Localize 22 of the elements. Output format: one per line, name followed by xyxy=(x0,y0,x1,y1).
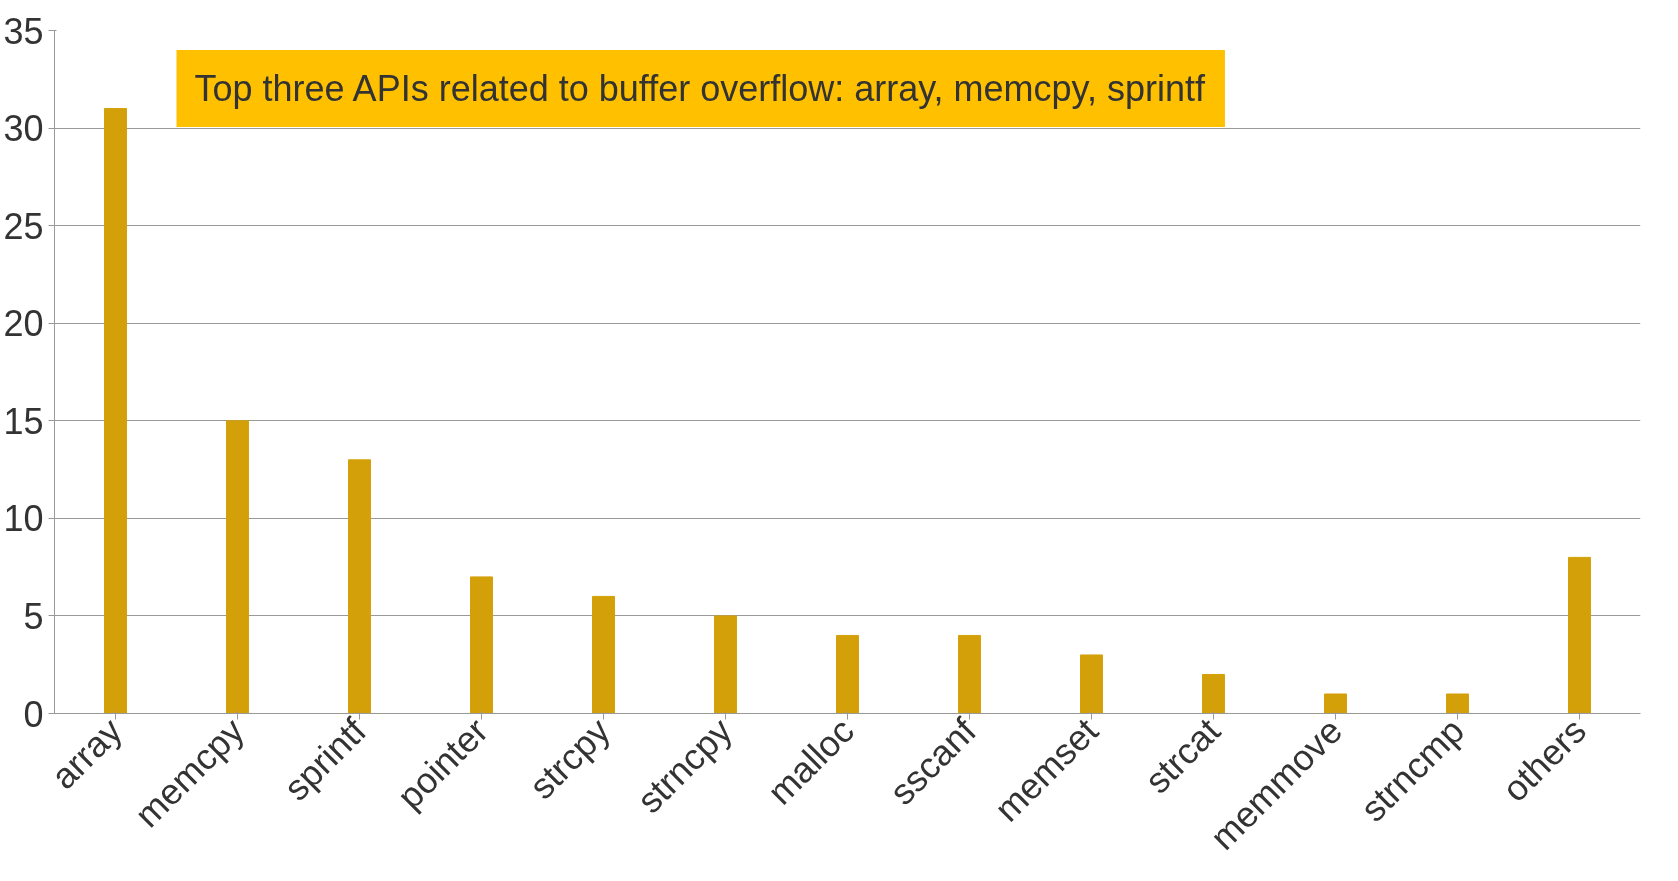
y-tick-label: 0 xyxy=(23,693,44,735)
bar xyxy=(348,459,371,714)
y-tick-label: 10 xyxy=(3,498,44,540)
bar xyxy=(226,420,249,714)
bar xyxy=(592,595,615,714)
bar xyxy=(1080,654,1103,714)
bar xyxy=(1446,693,1469,714)
y-tick-label: 30 xyxy=(3,108,44,150)
bar xyxy=(1324,693,1347,714)
y-tick-label: 5 xyxy=(23,595,44,637)
bar xyxy=(836,634,859,714)
y-tick-label: 35 xyxy=(3,10,44,52)
y-tick-label: 25 xyxy=(3,205,44,247)
bar xyxy=(470,576,493,714)
y-tick-label: 15 xyxy=(3,400,44,442)
annotation: Top three APIs related to buffer overflow: array, memcpy, sprintf xyxy=(194,68,1206,110)
bar xyxy=(958,634,981,714)
bar xyxy=(1568,556,1591,714)
bar xyxy=(1202,673,1225,714)
bar xyxy=(714,615,737,714)
bar xyxy=(104,108,127,714)
y-tick-label: 20 xyxy=(3,303,44,345)
